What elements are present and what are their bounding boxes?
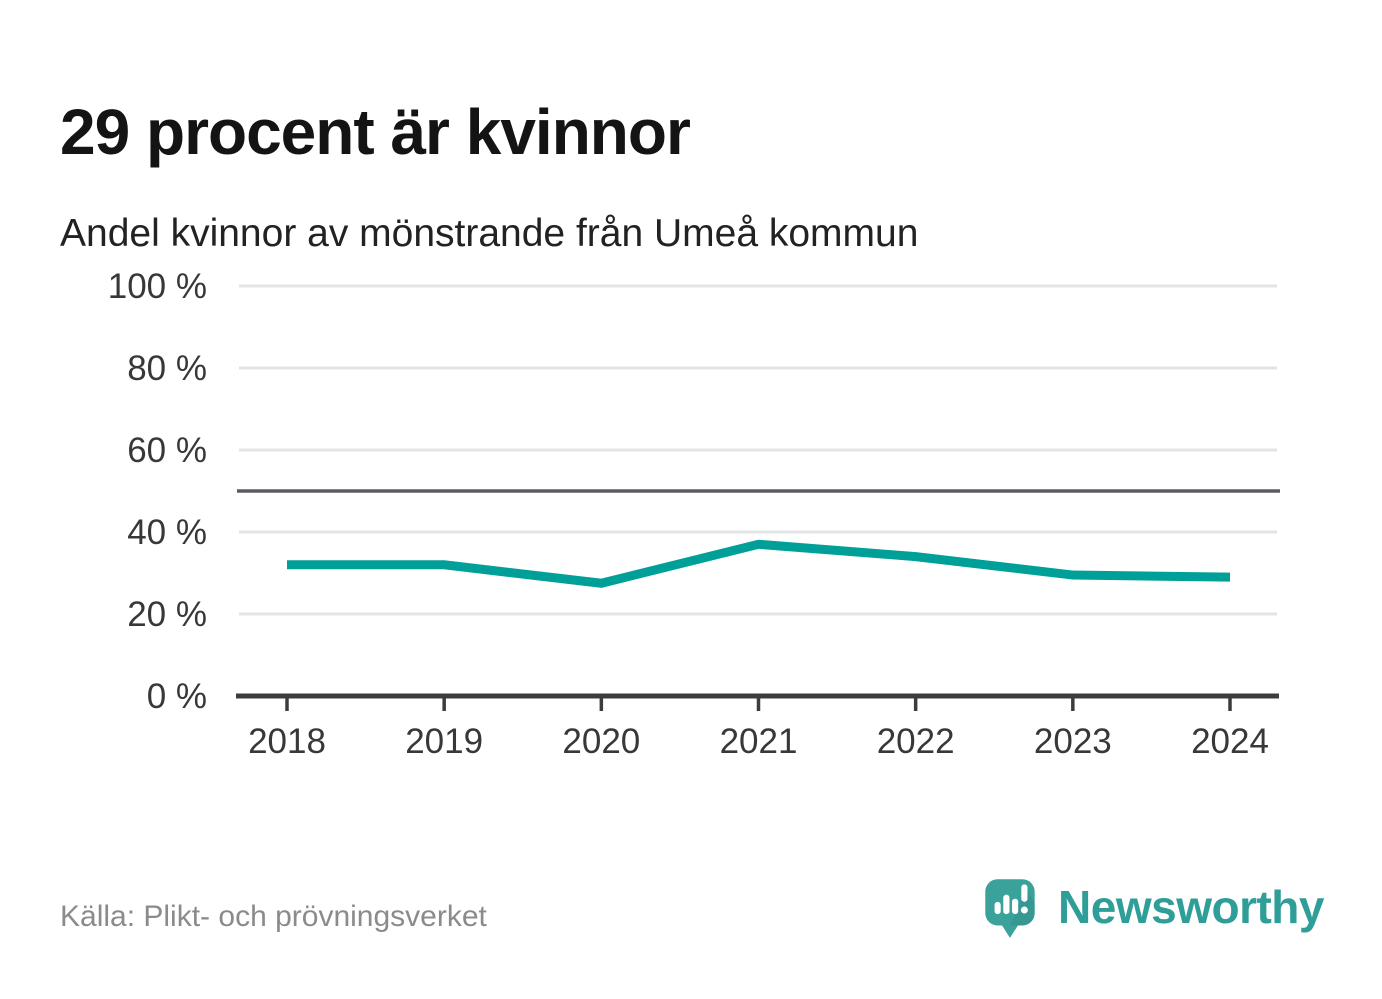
y-axis-label: 100 % xyxy=(108,267,207,306)
y-axis-label: 40 % xyxy=(127,513,207,552)
y-axis-label: 80 % xyxy=(127,349,207,388)
page-title: 29 procent är kvinnor xyxy=(60,95,691,168)
y-axis-label: 0 % xyxy=(147,677,207,716)
y-axis-label: 60 % xyxy=(127,431,207,470)
x-axis-label: 2019 xyxy=(405,722,483,761)
data-line-andel-kvinnor xyxy=(287,539,1231,588)
x-axis-label: 2021 xyxy=(720,722,798,761)
x-axis-label: 2023 xyxy=(1034,722,1112,761)
x-axis-label: 2018 xyxy=(248,722,326,761)
page-subtitle: Andel kvinnor av mönstrande från Umeå ko… xyxy=(60,212,919,256)
x-axis-label: 2022 xyxy=(877,722,955,761)
source-attribution: Källa: Plikt- och prövningsverket xyxy=(60,900,487,933)
brand-wordmark: Newsworthy xyxy=(1058,881,1324,933)
newsworthy-logo-icon xyxy=(985,879,1035,938)
y-axis-label: 20 % xyxy=(127,595,207,634)
brand-lockup: Newsworthy xyxy=(980,872,1324,944)
x-axis-label: 2020 xyxy=(562,722,640,761)
x-axis-label: 2024 xyxy=(1191,722,1269,761)
